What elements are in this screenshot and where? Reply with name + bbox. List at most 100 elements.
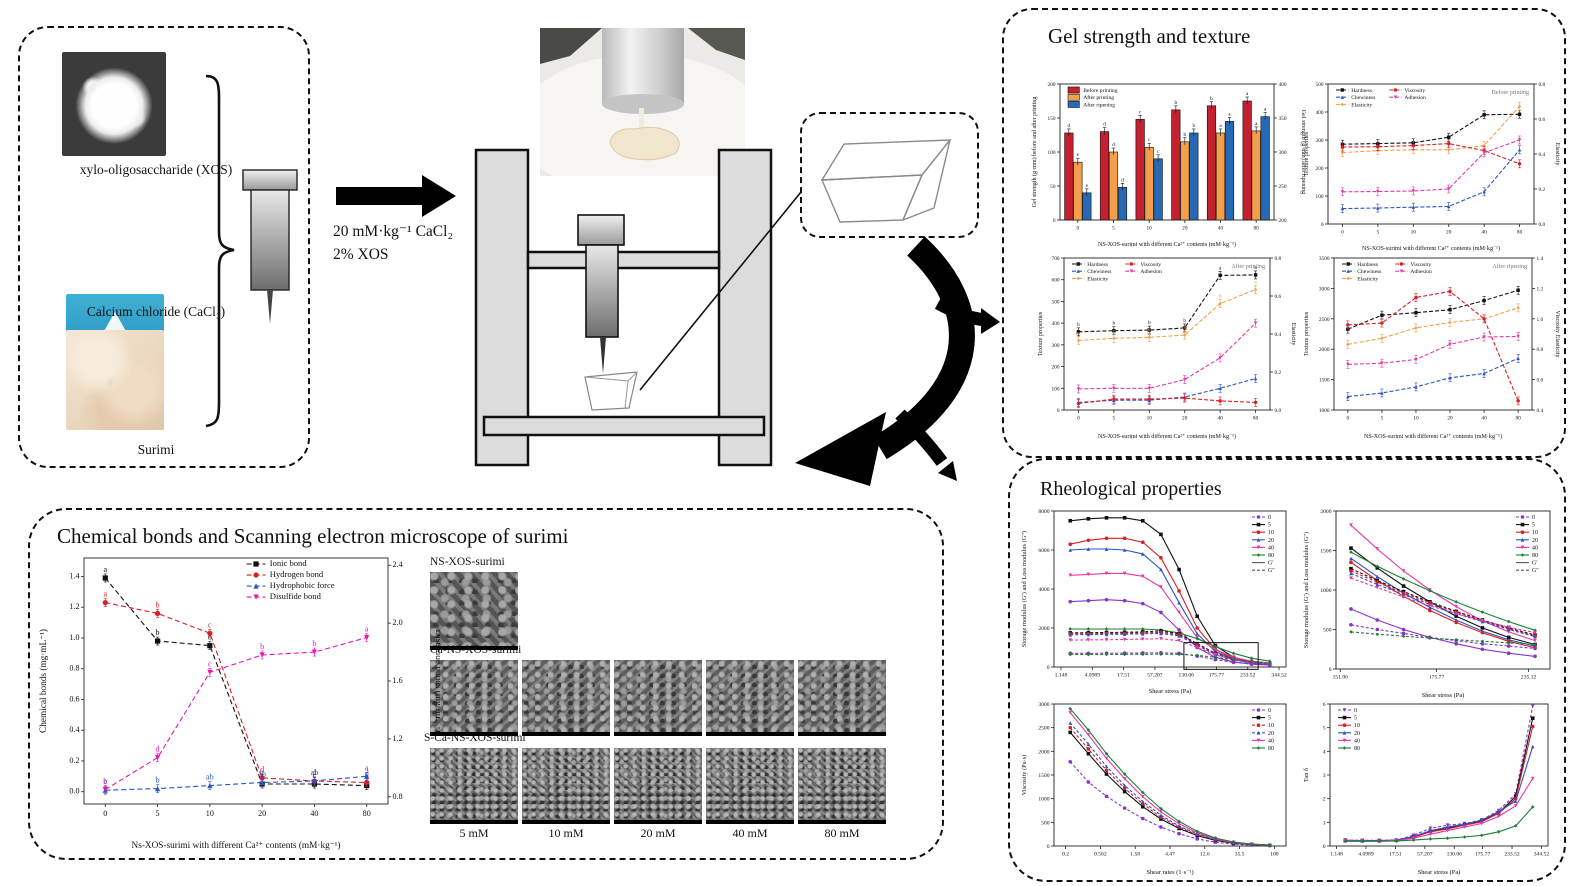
svg-text:5: 5 <box>1354 716 1357 722</box>
svg-text:1.4: 1.4 <box>1537 256 1544 262</box>
svg-text:Adhesion: Adhesion <box>1410 269 1432 275</box>
svg-text:20: 20 <box>1268 538 1274 544</box>
sem-column-label: 80 mM <box>824 826 860 840</box>
svg-text:5: 5 <box>1532 523 1535 529</box>
svg-text:0: 0 <box>1347 415 1350 421</box>
svg-text:20: 20 <box>258 809 266 818</box>
svg-text:d: d <box>312 768 316 777</box>
sem-column-label: 5 mM <box>459 826 489 840</box>
svg-text:80: 80 <box>1253 415 1259 421</box>
svg-text:1.2: 1.2 <box>69 602 79 611</box>
svg-text:80: 80 <box>1517 229 1523 235</box>
svg-text:40: 40 <box>1268 545 1274 551</box>
svg-text:Viscosity: Viscosity <box>1410 262 1431 268</box>
svg-text:1000: 1000 <box>1319 408 1330 414</box>
svg-text:0: 0 <box>1532 515 1535 521</box>
printer-frame <box>474 148 773 467</box>
svg-text:b: b <box>1077 322 1080 328</box>
svg-text:Shear stress (Pa): Shear stress (Pa) <box>1149 688 1192 695</box>
svg-text:0.2: 0.2 <box>1275 370 1282 376</box>
svg-text:80: 80 <box>1254 225 1260 231</box>
svg-text:0: 0 <box>1354 708 1357 714</box>
printed-model-box <box>800 112 979 238</box>
svg-text:c: c <box>313 771 317 780</box>
chart-chemical-bonds: 0.0 0.2 0.4 0.6 0.8 1.0 1.2 1.4 0.8 1.2 1.6 2.0 2.4 0… <box>38 548 443 851</box>
svg-text:a: a <box>1254 265 1257 271</box>
svg-text:0: 0 <box>1341 229 1344 235</box>
xos-powder-photo <box>62 52 166 156</box>
svg-text:5: 5 <box>1112 225 1115 231</box>
svg-text:235.12: 235.12 <box>1521 675 1537 681</box>
svg-text:100: 100 <box>1052 386 1060 392</box>
svg-text:400: 400 <box>1052 321 1060 327</box>
svg-text:6000: 6000 <box>1038 548 1049 554</box>
sem-image <box>430 660 518 736</box>
svg-text:Adhesion: Adhesion <box>1404 95 1426 101</box>
svg-text:175.77: 175.77 <box>1209 673 1225 679</box>
svg-text:300: 300 <box>1316 138 1324 144</box>
svg-text:2.4: 2.4 <box>393 560 403 569</box>
surimi-photo <box>66 330 164 430</box>
svg-text:300: 300 <box>1052 343 1060 349</box>
svg-text:2000: 2000 <box>1038 749 1049 755</box>
svg-text:a: a <box>1255 121 1258 127</box>
svg-text:500: 500 <box>1041 820 1050 826</box>
svg-text:Disulfide bond: Disulfide bond <box>270 591 322 601</box>
svg-text:b: b <box>1183 318 1186 324</box>
svg-text:a: a <box>365 763 369 772</box>
sem-image <box>798 748 886 824</box>
svg-text:0.4: 0.4 <box>1537 408 1544 414</box>
sem-image <box>430 572 518 650</box>
svg-text:175.77: 175.77 <box>1429 675 1445 681</box>
svg-text:1.2: 1.2 <box>1537 286 1544 292</box>
svg-text:5: 5 <box>1268 523 1271 529</box>
svg-text:233.52: 233.52 <box>1240 673 1256 679</box>
sem-image <box>614 748 702 824</box>
svg-text:0: 0 <box>1268 708 1271 714</box>
svg-text:100: 100 <box>1316 194 1324 200</box>
svg-text:0: 0 <box>1329 667 1332 673</box>
svg-text:b: b <box>1219 294 1222 300</box>
svg-text:6: 6 <box>1323 702 1326 708</box>
svg-text:Disulfide bonds (mg·mL⁻¹): Disulfide bonds (mg·mL⁻¹) <box>433 630 440 733</box>
svg-text:250: 250 <box>1279 184 1287 190</box>
svg-text:80: 80 <box>1532 553 1538 559</box>
svg-text:20: 20 <box>1532 538 1538 544</box>
svg-text:5: 5 <box>1323 726 1326 732</box>
svg-text:2000: 2000 <box>1319 347 1330 353</box>
svg-text:4.47: 4.47 <box>1165 852 1175 858</box>
svg-text:NS-XOS-surimi with different C: NS-XOS-surimi with different Ca²⁺ conten… <box>1362 245 1500 252</box>
svg-text:d: d <box>1121 177 1124 183</box>
svg-text:Chemical bonds (mg·mL⁻¹): Chemical bonds (mg·mL⁻¹) <box>39 629 49 733</box>
svg-text:100: 100 <box>1048 150 1056 156</box>
svg-text:1500: 1500 <box>1038 773 1049 779</box>
svg-text:1.148: 1.148 <box>1055 673 1068 679</box>
svg-text:2500: 2500 <box>1038 726 1049 732</box>
svg-text:10: 10 <box>1411 229 1417 235</box>
svg-text:b: b <box>312 639 316 648</box>
svg-text:a: a <box>103 565 107 574</box>
svg-text:80: 80 <box>363 809 371 818</box>
svg-text:0.8: 0.8 <box>1539 82 1546 88</box>
sem-image <box>522 660 610 736</box>
svg-text:a: a <box>1228 111 1231 117</box>
svg-text:c: c <box>1113 328 1116 334</box>
surimi-label: Surimi <box>137 442 175 457</box>
svg-text:b: b <box>156 628 160 637</box>
process-arrow <box>336 175 456 217</box>
svg-text:Shear stress (Pa): Shear stress (Pa) <box>1418 869 1461 876</box>
svg-text:Hardness: Hardness <box>1087 262 1108 268</box>
printed-model-icon <box>820 139 952 223</box>
svg-text:Viscosity: Viscosity <box>1140 262 1161 268</box>
svg-text:2000: 2000 <box>1320 509 1331 515</box>
svg-text:40: 40 <box>1218 225 1224 231</box>
svg-text:ab: ab <box>258 769 266 778</box>
svg-text:Tan δ: Tan δ <box>1303 768 1310 782</box>
svg-text:17.51: 17.51 <box>1117 673 1130 679</box>
svg-text:0.562: 0.562 <box>1094 852 1107 858</box>
svg-text:344.52: 344.52 <box>1534 852 1550 858</box>
svg-text:2000: 2000 <box>1038 626 1049 632</box>
svg-text:5: 5 <box>156 809 160 818</box>
svg-text:2500: 2500 <box>1319 317 1330 323</box>
sem-image <box>522 748 610 824</box>
